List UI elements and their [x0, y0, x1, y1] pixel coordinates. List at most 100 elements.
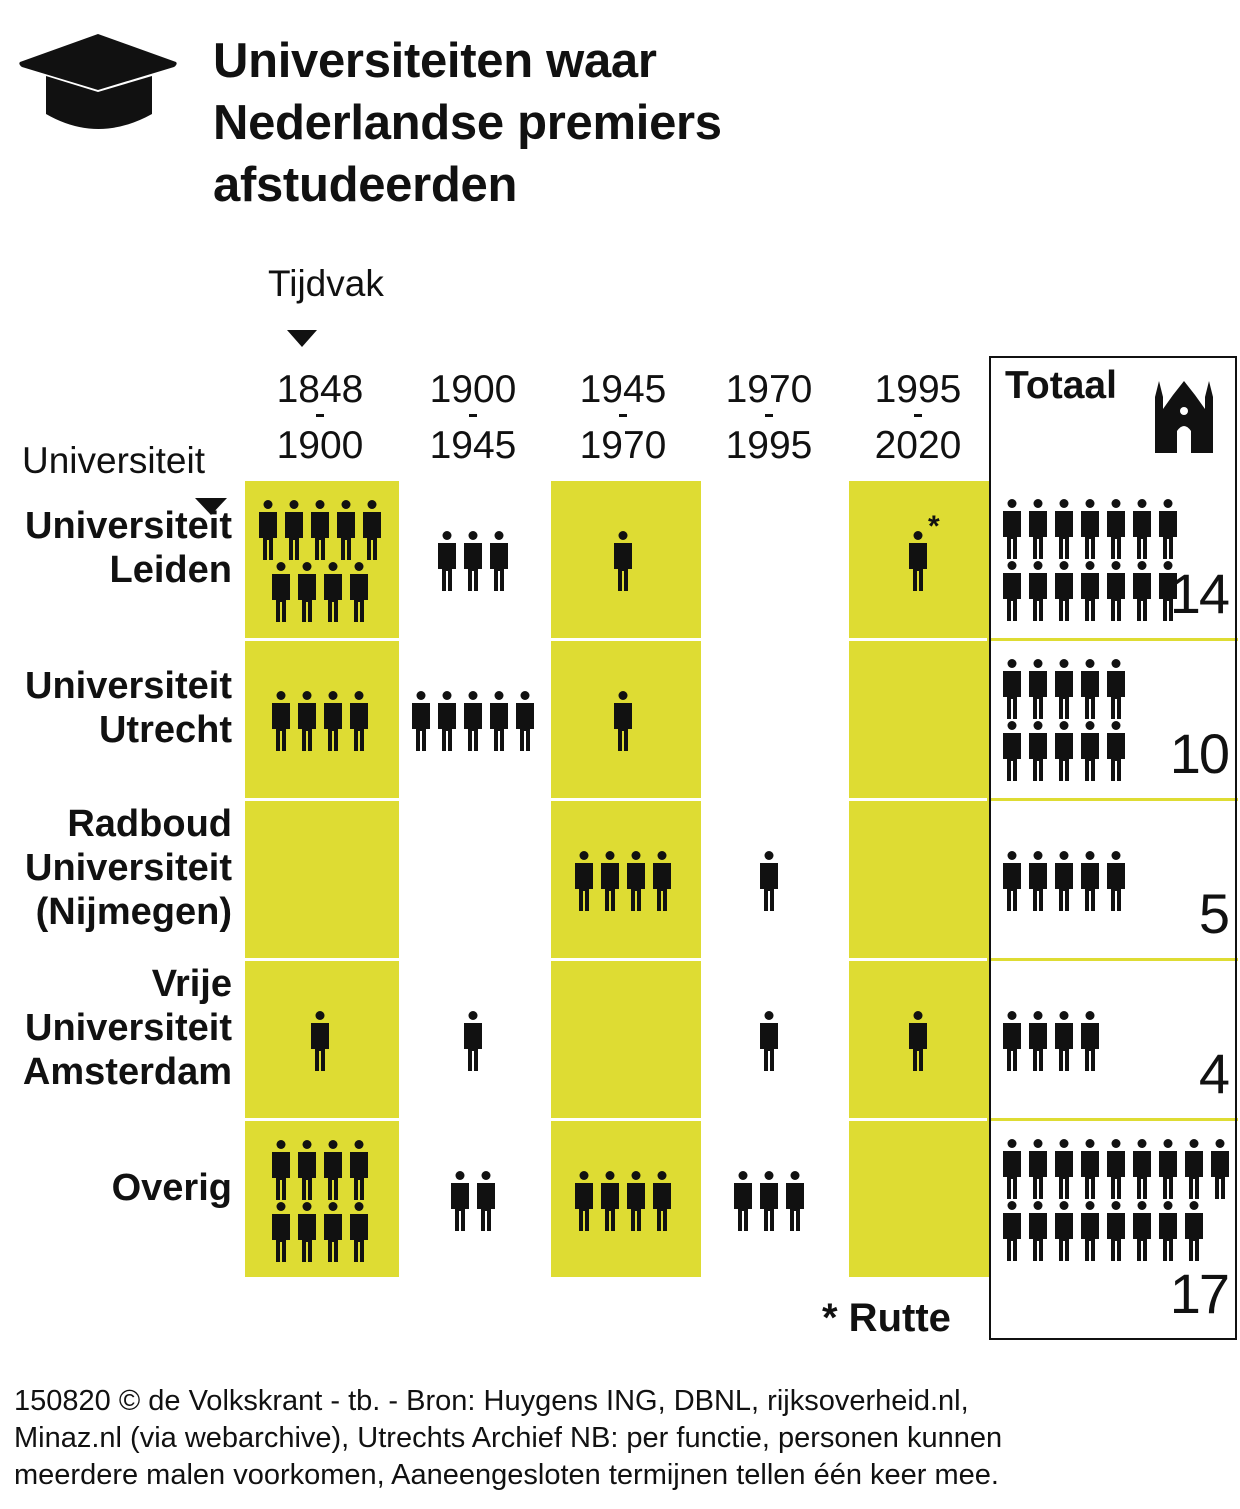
period-header: 1848 1900 [245, 362, 395, 474]
person-icon [1081, 851, 1099, 911]
person-icon [760, 1171, 778, 1231]
row-total-value: 14 [1169, 562, 1230, 625]
person-icon [1133, 561, 1151, 621]
person-icon [1055, 659, 1073, 719]
footer-line: meerdere malen voorkomen, Aaneengesloten… [14, 1459, 999, 1491]
person-icon [1107, 721, 1125, 781]
row-label-line: Amsterdam [22, 1051, 232, 1093]
period-start: 1945 [579, 368, 667, 411]
period-start: 1970 [725, 368, 813, 411]
period-end: 1900 [276, 424, 364, 467]
person-icon [1081, 659, 1099, 719]
person-icon [1055, 499, 1073, 559]
row-label: Overig [112, 1166, 232, 1210]
person-icon [272, 1140, 290, 1200]
row-total-value: 4 [1198, 1042, 1230, 1105]
down-arrow-icon [287, 330, 317, 347]
person-icon [464, 1011, 482, 1071]
row-total-value: 17 [1169, 1262, 1230, 1325]
graduation-cap-icon [19, 34, 177, 129]
person-icon [1081, 499, 1099, 559]
title-line: afstudeerden [213, 158, 518, 212]
person-icon [575, 851, 593, 911]
church-icon [1155, 381, 1213, 453]
period-header: 1945 1970 [548, 362, 698, 474]
row-label-line: Overig [111, 1167, 232, 1209]
row-label-line: Universiteit [25, 665, 232, 707]
person-icon [1081, 1011, 1099, 1071]
person-icon [490, 531, 508, 591]
person-icon [363, 500, 381, 560]
person-icon [350, 1202, 368, 1262]
person-icon [1107, 499, 1125, 559]
period-header: 1900 1945 [398, 362, 548, 474]
row-label-line: Radboud [67, 803, 232, 845]
person-icon [1081, 1139, 1099, 1199]
row-separator [245, 1118, 987, 1121]
person-icon [1107, 851, 1125, 911]
person-icon [1055, 1201, 1073, 1261]
row-label-line: Utrecht [98, 709, 232, 751]
person-icon [1159, 561, 1177, 621]
person-icon [1029, 851, 1047, 911]
totals-column [989, 356, 1237, 1340]
person-icon [1107, 1139, 1125, 1199]
person-icon [1055, 1011, 1073, 1071]
person-icon [1003, 851, 1021, 911]
person-icon [324, 562, 342, 622]
highlight-column [849, 481, 990, 1277]
period-axis-label: Tijdvak [268, 263, 384, 304]
person-icon [1211, 1139, 1229, 1199]
person-icon [324, 1202, 342, 1262]
row-separator [245, 798, 987, 801]
person-icon [627, 1171, 645, 1231]
person-icon [464, 531, 482, 591]
person-icon [324, 691, 342, 751]
person-icon [786, 1171, 804, 1231]
row-separator [991, 638, 1238, 641]
person-icon [1107, 561, 1125, 621]
person-icon [1003, 1011, 1021, 1071]
person-icon [1055, 1139, 1073, 1199]
row-label-line: Universiteit [25, 505, 232, 547]
person-icon [285, 500, 303, 560]
title-line: Nederlandse premiers [213, 96, 722, 150]
person-icon [653, 851, 671, 911]
person-icon [272, 691, 290, 751]
person-icon [1055, 561, 1073, 621]
person-icon [734, 1171, 752, 1231]
person-icon [575, 1171, 593, 1231]
person-icon [1159, 499, 1177, 559]
period-dash [316, 414, 324, 417]
person-icon [272, 1202, 290, 1262]
down-arrow-icon [195, 498, 227, 515]
person-icon [1029, 499, 1047, 559]
person-icon [350, 562, 368, 622]
footer-line: Minaz.nl (via webarchive), Utrechts Arch… [14, 1422, 1003, 1454]
person-icon [627, 851, 645, 911]
person-icon [601, 851, 619, 911]
person-icon [1029, 721, 1047, 781]
person-icon [350, 1140, 368, 1200]
person-icon [1055, 721, 1073, 781]
person-icon [1003, 1201, 1021, 1261]
person-icon [272, 562, 290, 622]
period-end: 1945 [429, 424, 517, 467]
person-icon [350, 691, 368, 751]
person-icon [1107, 659, 1125, 719]
person-icon [1133, 1139, 1151, 1199]
row-label: Vrije Universiteit Amsterdam [23, 962, 232, 1094]
person-icon [311, 1011, 329, 1071]
person-icon [298, 562, 316, 622]
title-line: Universiteiten waar [213, 34, 657, 88]
person-icon [1029, 561, 1047, 621]
person-icon [1081, 561, 1099, 621]
person-icon [516, 691, 534, 751]
period-dash [469, 414, 477, 417]
person-icon [1185, 1139, 1203, 1199]
period-end: 2020 [874, 424, 962, 467]
row-total-value: 5 [1198, 882, 1230, 945]
person-icon [1003, 721, 1021, 781]
row-label-line: Leiden [109, 549, 232, 591]
person-icon [760, 851, 778, 911]
